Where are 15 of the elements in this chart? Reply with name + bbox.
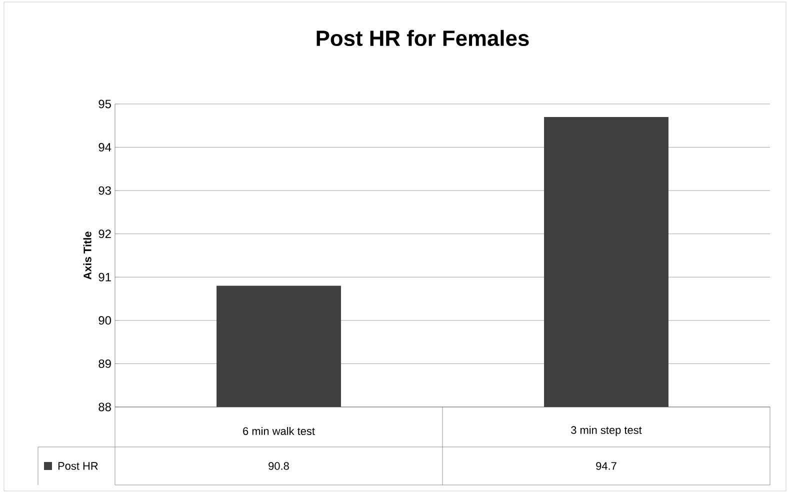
y-tick-label: 92	[98, 230, 111, 238]
y-tick-label: 93	[98, 186, 111, 195]
y-tick-label: 91	[98, 272, 111, 282]
y-tick-label: 95	[98, 100, 111, 108]
data-label: 94.7	[596, 462, 616, 470]
x-tick-label: 6 min walk test	[243, 426, 315, 436]
data-label: 90.8	[268, 462, 289, 470]
chart-title: Post HR for Females	[316, 30, 529, 46]
y-tick-label: 89	[98, 359, 111, 368]
x-tick-label: 3 min step test	[571, 426, 642, 436]
y-tick-label: 90	[98, 316, 112, 325]
y-axis-title: Axis Title	[83, 232, 92, 280]
legend-label: Post HR	[58, 462, 98, 470]
y-tick-label: 94	[98, 143, 112, 152]
y-tick-label: 88	[98, 402, 111, 412]
